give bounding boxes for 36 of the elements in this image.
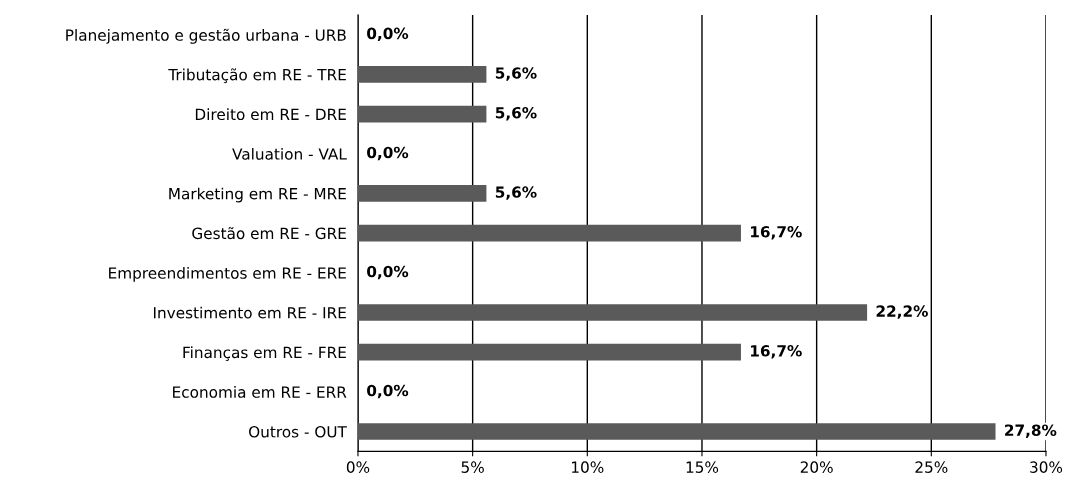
bar (357, 185, 487, 202)
data-label: 22,2% (876, 305, 928, 319)
bar (357, 304, 868, 321)
bar (357, 66, 487, 83)
x-tick-label: 5% (461, 461, 484, 473)
data-label: 0,0% (367, 27, 409, 42)
y-tick-label: Investimento em RE - IRE (153, 306, 346, 319)
x-tick-label: 25% (915, 461, 948, 473)
y-tick-label: Empreendimentos em RE - ERE (109, 267, 346, 282)
y-tick-label: Economia em RE - ERR (173, 386, 347, 398)
data-label: 5,6% (495, 186, 537, 200)
bar (357, 423, 996, 440)
y-tick-label: Gestão em RE - GRE (192, 227, 346, 240)
x-tick-label: 10% (572, 461, 604, 473)
bar (357, 224, 741, 242)
data-label: 16,7% (751, 345, 802, 359)
bar (357, 105, 487, 123)
y-tick-label: Tributação em RE - TRE (168, 68, 346, 84)
data-label: 16,7% (751, 226, 802, 240)
data-label: 5,6% (495, 106, 537, 121)
data-label: 0,0% (367, 384, 409, 399)
data-label: 0,0% (367, 265, 409, 280)
x-tick-label: 30% (1030, 461, 1063, 473)
bar (357, 343, 741, 361)
y-tick-label: Valuation - VAL (232, 147, 347, 160)
data-label: 0,0% (367, 146, 409, 161)
x-tick-label: 20% (800, 461, 833, 473)
data-label: 5,6% (495, 67, 537, 81)
y-tick-label: Finanças em RE - FRE (183, 346, 346, 361)
y-tick-label: Outros - OUT (249, 425, 347, 438)
y-tick-label: Direito em RE - DRE (195, 108, 346, 121)
data-label: 27,8% (1005, 424, 1057, 438)
y-tick-label: Planejamento e gestão urbana - URB (66, 28, 346, 44)
y-tick-label: Marketing em RE - MRE (169, 187, 346, 203)
x-tick-label: 15% (686, 461, 719, 473)
x-tick-label: 0% (346, 461, 370, 473)
